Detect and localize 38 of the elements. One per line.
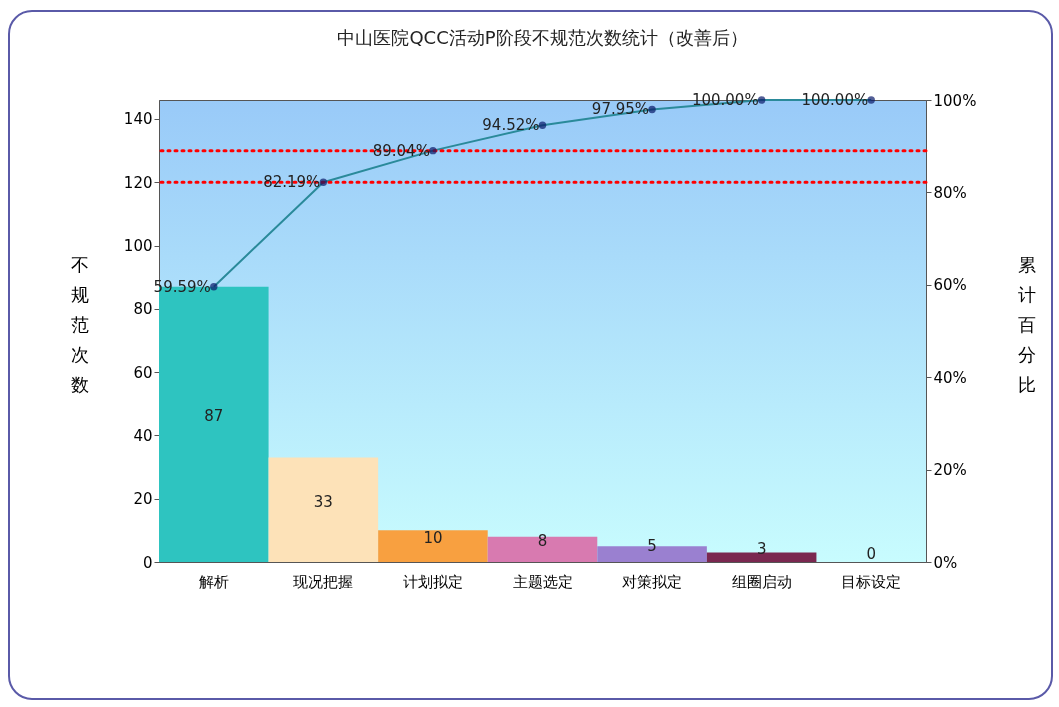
data-label: 33 [313,492,333,511]
x-tick-label: 组圈启动 [731,572,792,591]
data-label: 82.19% [263,173,321,192]
y2-tick-label: 0% [933,553,958,572]
x-tick-label: 现况把握 [293,572,354,591]
data-label: 94.52% [482,116,540,135]
data-label: 10 [423,529,443,548]
bar [706,552,817,562]
y2-tick-label: 60% [933,276,967,295]
y2-tick-label: 100% [933,91,977,110]
bar [268,457,379,562]
y2-tick-label: 40% [933,368,967,387]
data-label: 89.04% [372,141,430,160]
x-tick-label: 计划拟定 [402,572,463,591]
bar [487,536,598,562]
bar [378,530,488,562]
y-tick-label: 60 [133,363,153,382]
data-label: 8 [537,532,548,551]
y-tick-label: 0 [142,553,153,572]
y-tick-label: 100 [123,237,153,256]
data-label: 0 [866,545,876,563]
y-tick-label: 40 [133,426,153,445]
y-tick-label: 80 [133,300,153,319]
data-label: 87 [204,407,224,426]
chart-title: 中山医院QCC活动P阶段不规范次数统计（改善后） [337,27,748,48]
x-tick-label: 对策拟定 [622,572,683,591]
y2-axis-title: 累计百分比 [1017,253,1036,395]
data-label: 97.95% [591,100,650,119]
x-tick-label: 目标设定 [841,572,902,591]
y-axis-title: 不规范次数 [70,253,89,395]
x-tick-label: 解析 [198,572,229,591]
y2-tick-label: 80% [933,183,967,202]
data-label: 100.00% [801,91,869,109]
y-tick-label: 120 [123,173,153,192]
y-tick-label: 20 [133,490,153,509]
y-tick-label: 140 [123,110,153,129]
x-tick-label: 主题选定 [512,572,573,591]
y2-tick-label: 20% [933,461,967,480]
